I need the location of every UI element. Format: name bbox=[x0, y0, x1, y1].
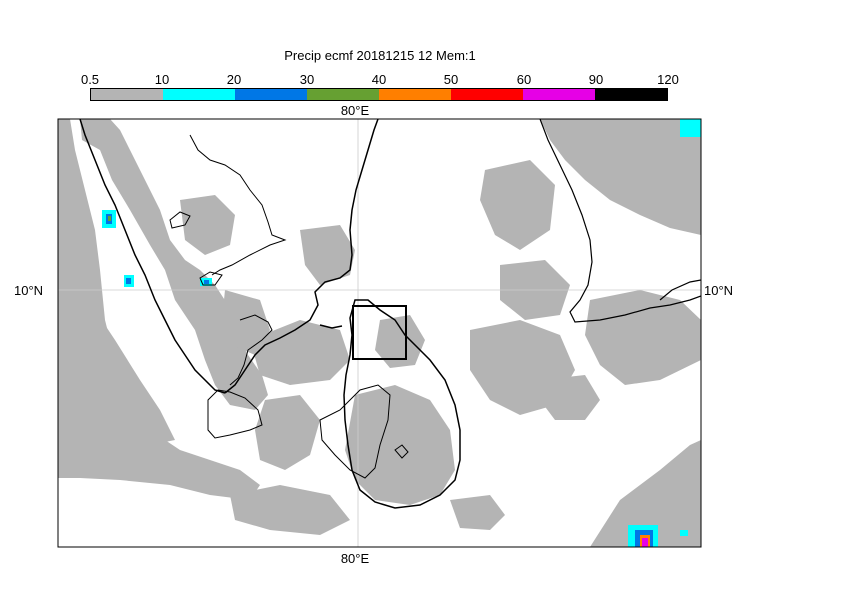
colorbar bbox=[90, 88, 668, 101]
coastline-island bbox=[319, 324, 343, 329]
precip-area bbox=[300, 225, 355, 285]
precip-cell bbox=[680, 530, 688, 536]
region-line bbox=[229, 314, 273, 386]
coastline-india-east bbox=[224, 119, 379, 394]
legend-label: 30 bbox=[299, 72, 315, 87]
bottom-longitude-label: 80°E bbox=[341, 551, 370, 566]
precip-cell bbox=[108, 216, 111, 221]
legend-label: 60 bbox=[516, 72, 532, 87]
precip-area bbox=[585, 290, 701, 385]
legend-label: 50 bbox=[443, 72, 459, 87]
top-longitude-label: 80°E bbox=[341, 103, 370, 118]
region-line bbox=[394, 444, 409, 459]
legend-label: 120 bbox=[657, 72, 679, 87]
region-line bbox=[169, 211, 191, 229]
precip-area bbox=[540, 375, 600, 420]
precip-field bbox=[58, 119, 701, 547]
region-line bbox=[207, 389, 263, 439]
precip-area bbox=[58, 300, 175, 445]
precip-cell bbox=[204, 280, 209, 284]
precip-cell bbox=[642, 538, 648, 547]
legend-labels: 0.5 10 20 30 40 50 60 90 120 bbox=[0, 72, 842, 88]
colorbar-swatch bbox=[235, 89, 307, 100]
colorbar-swatch bbox=[451, 89, 523, 100]
gridlines bbox=[58, 119, 701, 547]
coastline-india-west bbox=[79, 119, 226, 394]
precip-area bbox=[375, 315, 425, 368]
precip-area bbox=[255, 395, 320, 470]
colorbar-swatch bbox=[379, 89, 451, 100]
colorbar-swatch bbox=[523, 89, 595, 100]
coastline-northeast bbox=[659, 279, 701, 301]
map-title: Precip ecmf 20181215 12 Mem:1 bbox=[284, 48, 476, 63]
coastline-northeast bbox=[539, 119, 701, 323]
precip-area bbox=[450, 495, 505, 530]
colorbar-swatch bbox=[91, 89, 163, 100]
region-line bbox=[199, 271, 223, 286]
legend-label: 10 bbox=[154, 72, 170, 87]
precip-cell bbox=[680, 119, 701, 137]
precip-area bbox=[590, 440, 701, 547]
precip-area bbox=[58, 119, 268, 410]
precip-area bbox=[250, 320, 350, 385]
map-frame bbox=[57, 118, 702, 548]
region-line bbox=[319, 384, 391, 479]
region-line bbox=[189, 134, 287, 276]
highlight-box bbox=[352, 305, 407, 360]
precip-area bbox=[480, 160, 555, 250]
precip-area bbox=[540, 119, 701, 235]
legend-label: 20 bbox=[226, 72, 242, 87]
precip-cell bbox=[126, 278, 131, 284]
precip-area bbox=[230, 485, 350, 535]
colorbar-swatch bbox=[163, 89, 235, 100]
legend-label: 40 bbox=[371, 72, 387, 87]
colorbar-swatch bbox=[307, 89, 379, 100]
legend-label: 90 bbox=[588, 72, 604, 87]
precip-area bbox=[345, 385, 455, 505]
precip-area bbox=[180, 195, 235, 255]
right-latitude-label: 10°N bbox=[704, 283, 733, 298]
left-latitude-label: 10°N bbox=[14, 283, 43, 298]
colorbar-swatch bbox=[595, 89, 667, 100]
legend-label: 0.5 bbox=[80, 72, 100, 87]
